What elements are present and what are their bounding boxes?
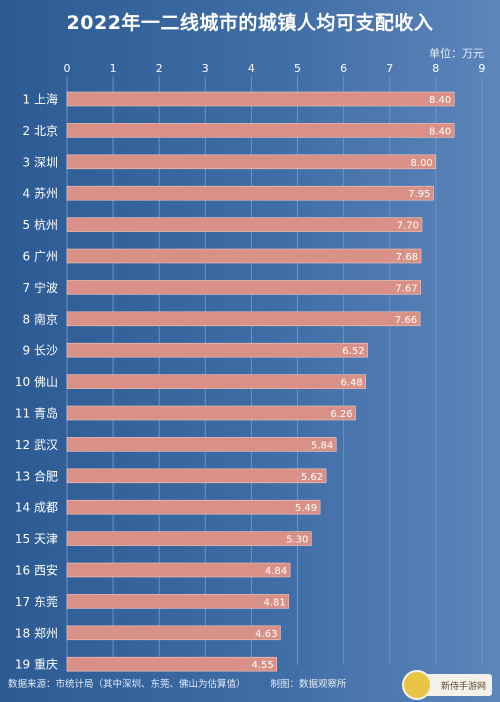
data-label: 6.48 [340, 378, 362, 389]
x-tick-label: 9 [478, 62, 485, 75]
x-tick-label: 1 [110, 62, 117, 75]
bar [66, 311, 421, 327]
watermark-badge: 新侍手游网 [402, 670, 492, 700]
data-label: 4.63 [255, 629, 277, 640]
x-tick-label: 2 [156, 62, 163, 75]
x-tick-label: 6 [340, 62, 347, 75]
data-label: 6.52 [342, 346, 364, 357]
bar [66, 123, 455, 138]
data-label: 8.40 [429, 126, 451, 137]
x-tick-label: 3 [202, 62, 209, 75]
bar [66, 342, 368, 358]
category-label: 3 深圳 [23, 155, 58, 169]
category-label: 6 广州 [23, 250, 58, 264]
source-text: 数据来源：市统计局（其中深圳、东莞、佛山为估算值） [8, 679, 246, 690]
category-label: 1 上海 [23, 92, 58, 107]
bar [66, 468, 327, 484]
category-label: 5 杭州 [23, 217, 58, 232]
x-tick-label: 8 [432, 62, 439, 75]
x-tick-label: 4 [248, 62, 255, 75]
bar [66, 91, 455, 107]
watermark-text: 新侍手游网 [440, 681, 486, 692]
bar [66, 499, 321, 515]
data-label: 7.66 [395, 315, 417, 326]
category-label: 12 武汉 [15, 438, 58, 452]
bar [66, 531, 312, 546]
bar [66, 185, 434, 201]
unit-label: 单位：万元 [429, 47, 484, 60]
bar [66, 562, 291, 578]
data-label: 6.26 [330, 409, 352, 420]
data-label: 5.30 [286, 535, 308, 546]
data-label: 8.00 [411, 158, 433, 169]
category-label: 7 宁波 [23, 280, 58, 295]
category-label: 9 长沙 [23, 344, 58, 358]
x-tick-label: 7 [386, 62, 393, 75]
category-label: 15 天津 [15, 532, 58, 546]
bar [66, 625, 281, 641]
bar [66, 656, 278, 672]
category-label: 8 南京 [23, 311, 58, 326]
category-label: 14 成都 [15, 501, 58, 515]
chart-title: 2022年一二线城市的城镇人均可支配收入 [66, 12, 434, 34]
category-label: 2 北京 [23, 124, 58, 138]
bar [66, 374, 367, 389]
category-label: 17 东莞 [15, 595, 58, 609]
bar [66, 154, 437, 170]
data-label: 7.68 [396, 252, 418, 263]
bar [66, 405, 356, 421]
data-label: 7.67 [395, 283, 417, 294]
category-label: 13 合肥 [15, 468, 58, 483]
watermark-logo-icon [402, 670, 432, 700]
x-tick-label: 5 [294, 62, 301, 75]
category-label: 19 重庆 [15, 658, 58, 672]
data-label: 5.84 [311, 440, 333, 451]
x-tick-label: 0 [64, 62, 71, 75]
bar [66, 248, 422, 264]
bar [66, 217, 423, 232]
category-label: 16 西安 [15, 563, 58, 578]
category-label: 18 郑州 [15, 625, 58, 640]
bar [66, 594, 290, 609]
bar [66, 280, 421, 295]
credit-text: 制图：数据观察所 [270, 679, 347, 690]
data-label: 4.55 [251, 660, 273, 671]
data-label: 7.95 [408, 189, 430, 200]
bar [66, 437, 337, 452]
footer-source: 数据来源：市统计局（其中深圳、东莞、佛山为估算值） 制图：数据观察所 [8, 676, 347, 690]
category-label: 4 苏州 [23, 187, 58, 201]
category-label: 10 佛山 [15, 375, 58, 389]
category-label: 11 青岛 [15, 406, 58, 421]
data-label: 8.40 [429, 95, 451, 106]
data-label: 4.84 [265, 566, 287, 577]
data-label: 5.49 [295, 503, 317, 514]
data-label: 4.81 [263, 597, 285, 608]
data-label: 7.70 [397, 221, 419, 232]
data-label: 5.62 [301, 472, 323, 483]
